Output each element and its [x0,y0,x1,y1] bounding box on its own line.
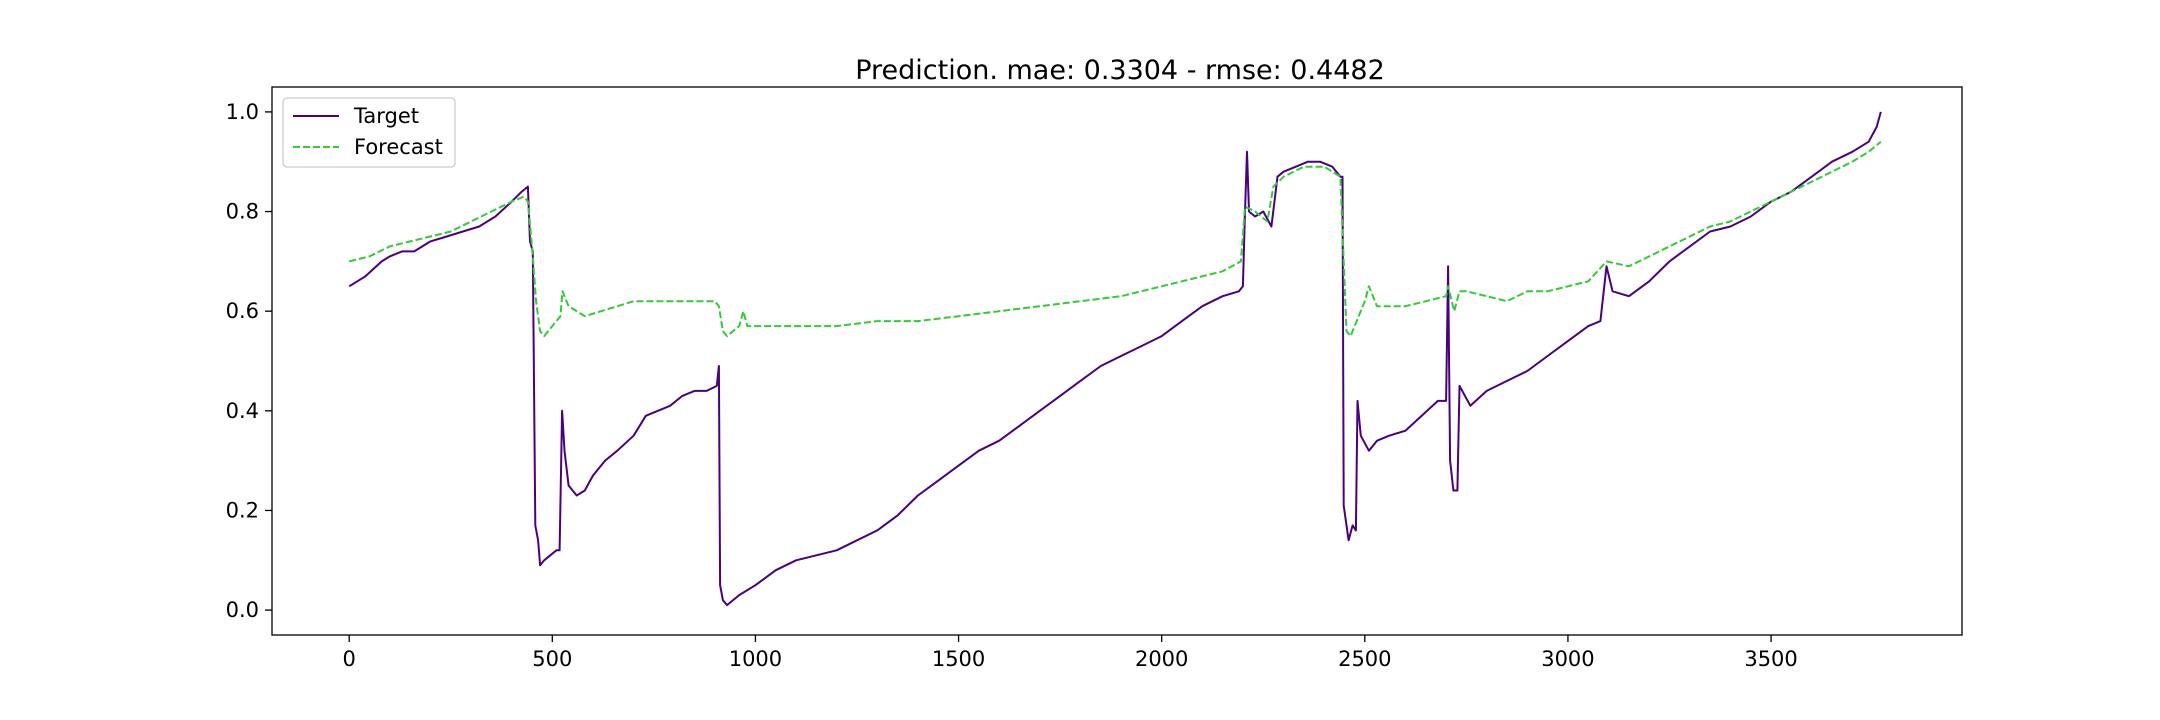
x-axis: 0 500 1000 1500 2000 2500 3000 3500 [343,635,1798,671]
x-tick-label: 1000 [729,647,782,671]
x-tick-label: 2000 [1135,647,1188,671]
legend: Target Forecast [282,97,456,168]
x-tick-label: 1500 [932,647,985,671]
x-tick-label: 3500 [1744,647,1797,671]
plot-area [348,111,1882,607]
y-tick-label: 0.4 [226,399,259,423]
x-tick-label: 500 [532,647,572,671]
series-line-forecast [348,141,1882,338]
x-tick-label: 2500 [1338,647,1391,671]
x-tick-label: 0 [343,647,356,671]
legend-label-forecast: Forecast [354,135,443,159]
y-tick-label: 0.6 [226,299,259,323]
y-tick-label: 0.8 [226,200,259,224]
y-tick-label: 1.0 [226,100,259,124]
y-axis: 0.0 0.2 0.4 0.6 0.8 1.0 [226,100,272,622]
axes-frame [271,86,1963,636]
legend-label-target: Target [353,104,419,128]
chart-title: Prediction. mae: 0.3304 - rmse: 0.4482 [855,55,1385,86]
y-tick-label: 0.2 [226,498,259,522]
x-tick-label: 3000 [1541,647,1594,671]
y-tick-label: 0.0 [226,598,259,622]
series-line-target [348,111,1882,607]
